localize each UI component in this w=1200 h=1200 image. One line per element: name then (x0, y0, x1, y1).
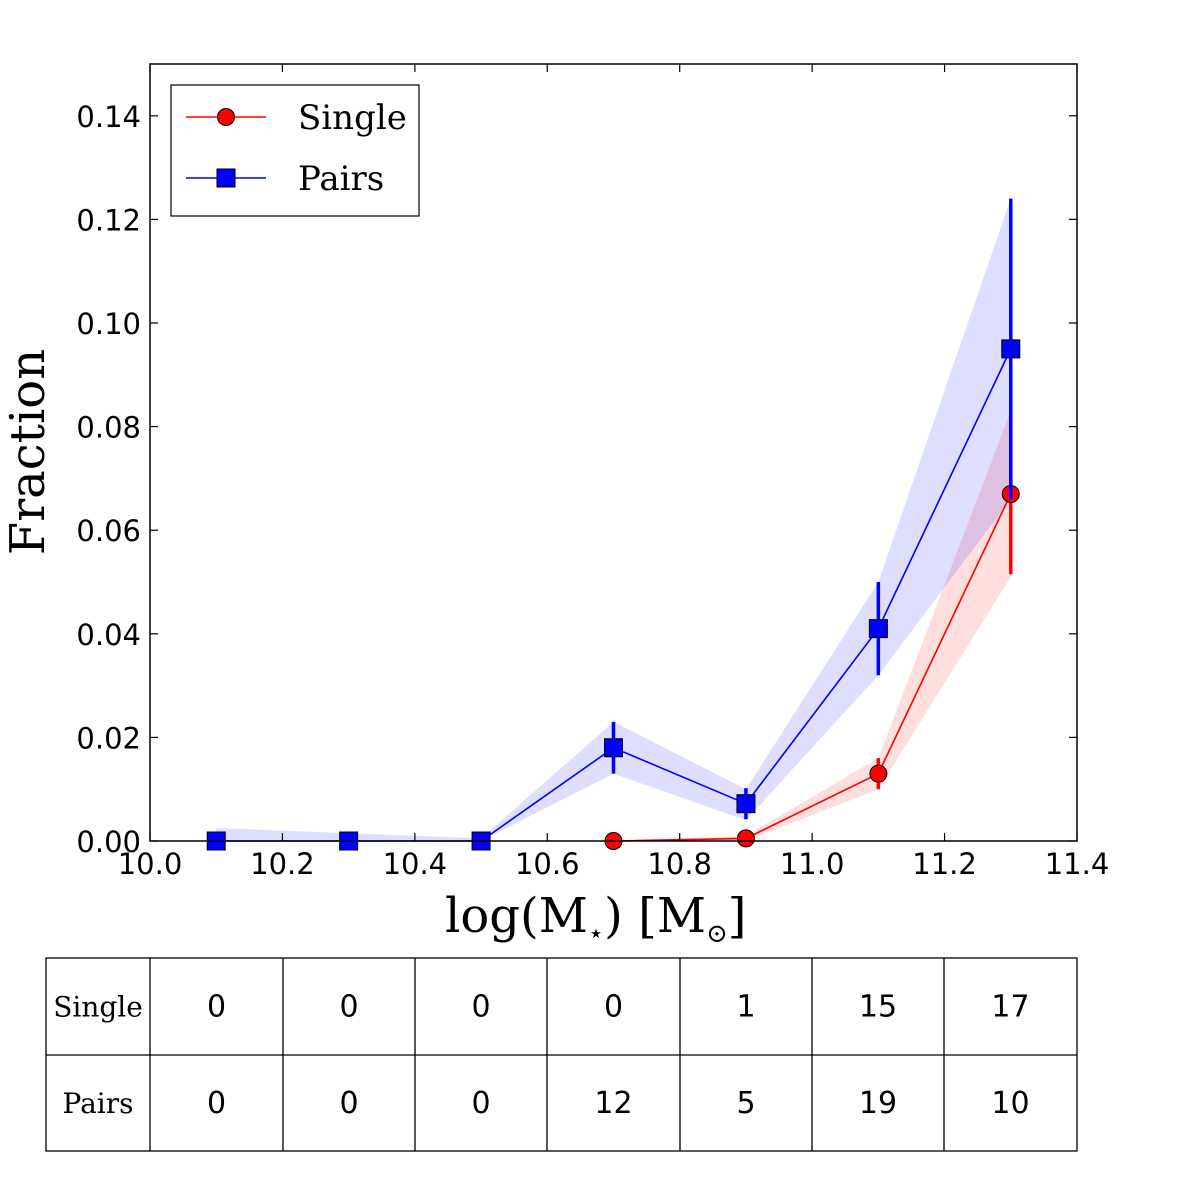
axes: 10.0 10.2 10.4 10.6 10.8 11.0 11.2 11.4 0.00 0.02… (76, 63, 1110, 881)
table-row-label: Single (53, 991, 143, 1024)
y-tick-label: 0.08 (76, 411, 141, 445)
legend-marker-pairs (216, 168, 236, 188)
x-axis-label-unit-subscript: ⊙ (706, 919, 728, 949)
y-tick-label: 0.00 (76, 825, 141, 859)
legend: Single Pairs (170, 84, 420, 217)
table-cell: 19 (859, 1086, 897, 1121)
table-cell: 10 (991, 1086, 1029, 1121)
axes-frame (149, 63, 1078, 842)
data-point-pairs (1001, 339, 1021, 359)
y-tick-label: 0.06 (76, 514, 141, 548)
data-point-pairs (604, 738, 623, 758)
svg-text:log(M⋆) [M⊙]: log(M⋆) [M⊙] (445, 888, 747, 949)
data-point-pairs (868, 619, 888, 639)
x-tick-label: 11.0 (780, 847, 845, 881)
data-point-pairs (736, 794, 756, 814)
legend-marker-single (217, 108, 235, 126)
x-axis-label-unit-open: ) [M (604, 888, 706, 944)
x-axis-label: log(M (445, 888, 588, 944)
x-tick-label: 11.2 (912, 847, 977, 881)
x-axis-title: log(M⋆) [M⊙] (445, 888, 747, 949)
x-tick-label: 10.8 (647, 847, 712, 881)
table-cell: 0 (207, 990, 226, 1025)
y-tick-label: 0.02 (76, 721, 141, 755)
data-point-single (736, 829, 755, 848)
y-axis-title: Fraction (0, 349, 56, 555)
legend-label-single: Single (298, 98, 407, 138)
x-tick-label: 10.2 (250, 847, 315, 881)
table-cell: 12 (594, 1086, 632, 1121)
table-cell: 1 (736, 990, 755, 1025)
table-row-label: Pairs (63, 1087, 134, 1120)
x-axis-label-subscript: ⋆ (588, 919, 604, 949)
count-table: Single 0 0 0 0 1 15 17 Pairs 0 0 0 12 5 19 10 (45, 957, 1078, 1152)
table-cell: 0 (339, 1086, 358, 1121)
x-tick-label: 11.4 (1045, 847, 1110, 881)
legend-box (170, 84, 420, 217)
data-point-single (869, 764, 888, 783)
table-cell: 0 (207, 1086, 226, 1121)
x-tick-label: 10.4 (383, 847, 448, 881)
x-tick-label: 10.6 (515, 847, 580, 881)
y-tick-label: 0.04 (76, 618, 141, 652)
x-axis-label-unit-close: ] (728, 888, 747, 944)
table-cell: 0 (339, 990, 358, 1025)
table-cell: 0 (471, 1086, 490, 1121)
legend-label-pairs: Pairs (298, 159, 384, 199)
table-cell: 5 (736, 1086, 755, 1121)
table-cell: 0 (604, 990, 623, 1025)
table-cell: 0 (471, 990, 490, 1025)
x-tick-label: 10.0 (118, 847, 183, 881)
table-cell: 17 (991, 990, 1029, 1025)
y-tick-label: 0.12 (76, 203, 141, 237)
y-tick-label: 0.10 (76, 307, 141, 341)
y-tick-label: 0.14 (76, 100, 141, 134)
table-cell: 15 (859, 990, 897, 1025)
band-single (613, 411, 1011, 841)
